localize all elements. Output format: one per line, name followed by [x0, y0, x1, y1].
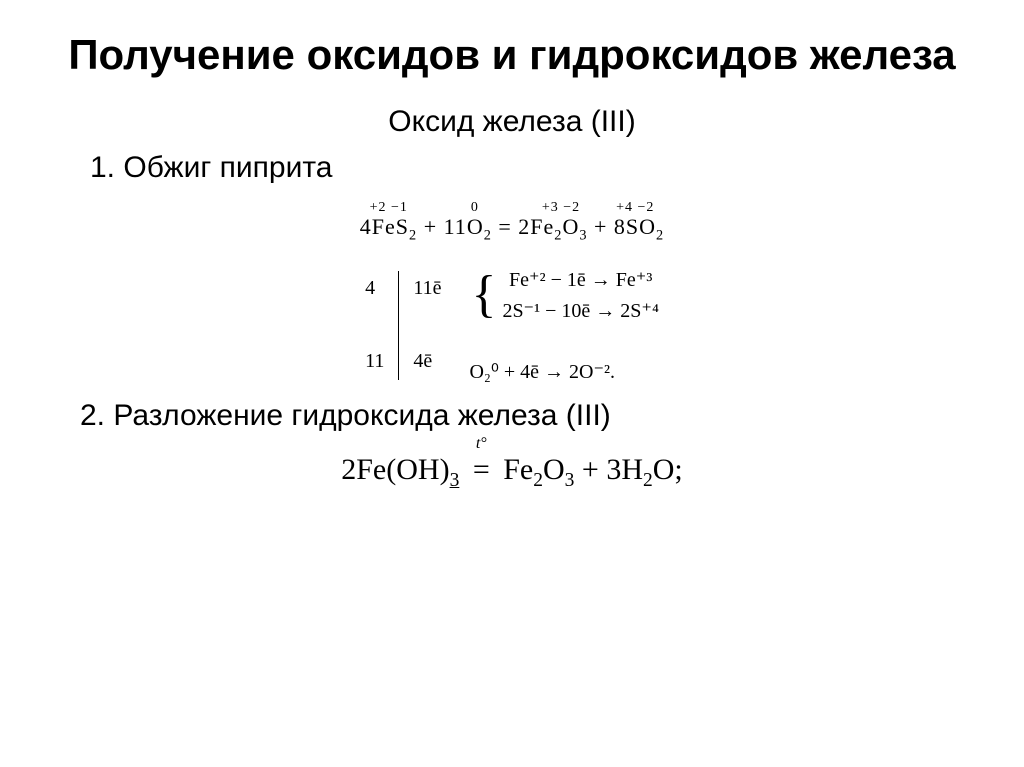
- element: Fe(OH): [356, 453, 449, 486]
- section-subtitle: Оксид железа (III): [60, 105, 964, 139]
- coef: 4: [360, 214, 372, 239]
- element: H: [621, 453, 643, 486]
- element: SO: [626, 214, 656, 239]
- list-item-1: 1. Обжиг пиприта: [60, 151, 964, 185]
- slide-page: Получение оксидов и гидроксидов железа О…: [0, 0, 1024, 512]
- balance-e: 11ē: [413, 277, 441, 300]
- item-number: 1.: [90, 151, 115, 184]
- subscript: 2: [484, 228, 492, 244]
- plus: +: [417, 214, 443, 239]
- balance-e: 4ē: [413, 350, 432, 373]
- equation-2: 2Fe(OH)3 = Fe2O3 + 3H2O;: [60, 453, 964, 492]
- subscript: 2: [643, 470, 653, 491]
- element: O: [543, 453, 565, 486]
- equation-1: 4FeS2 + 11O2 = 2Fe2O3 + 8SO2: [60, 214, 964, 244]
- element: O: [467, 214, 484, 239]
- brace-group: { Fe⁺² − 1ē → Fe⁺³ 2S⁻¹ − 10ē → 2S⁺⁴: [469, 267, 658, 323]
- subscript: 2: [409, 228, 417, 244]
- subscript: 3: [565, 470, 575, 491]
- half-reaction: 2S⁻¹ − 10ē → 2S⁺⁴: [502, 298, 658, 323]
- equals-with-temp: =: [467, 453, 496, 487]
- subscript: 2: [656, 228, 664, 244]
- item-text: Обжиг пиприта: [123, 151, 332, 184]
- page-title: Получение оксидов и гидроксидов железа: [60, 30, 964, 80]
- subscript: 3: [450, 470, 460, 491]
- plus: +: [582, 453, 606, 486]
- balance-col-right: { Fe⁺² − 1ē → Fe⁺³ 2S⁻¹ − 10ē → 2S⁺⁴ O₂⁰…: [455, 267, 672, 384]
- balance-col-left: 4 11: [351, 277, 398, 373]
- subscript: 2: [533, 470, 543, 491]
- element: FeS: [372, 214, 409, 239]
- element: O: [562, 214, 579, 239]
- electron-balance: 4 11 11ē 4ē { Fe⁺² − 1ē → Fe⁺³ 2S⁻¹ − 10…: [351, 267, 673, 384]
- coef: 2: [341, 453, 356, 486]
- coef: 8: [614, 214, 626, 239]
- balance-num: 4: [365, 277, 375, 300]
- equals: =: [492, 214, 518, 239]
- plus: +: [587, 214, 613, 239]
- element: O;: [653, 453, 683, 486]
- brace-icon: {: [471, 274, 496, 316]
- coef: 3: [606, 453, 621, 486]
- coef: 2: [518, 214, 530, 239]
- element: Fe: [503, 453, 533, 486]
- element: Fe: [530, 214, 554, 239]
- balance-col-mid: 11ē 4ē: [399, 277, 455, 373]
- list-item-2: 2. Разложение гидроксида железа (III): [60, 399, 964, 433]
- half-reaction: O₂⁰ + 4ē → 2O⁻².: [469, 359, 615, 384]
- half-reaction: Fe⁺² − 1ē → Fe⁺³: [502, 267, 658, 292]
- coef: 11: [444, 214, 467, 239]
- half-reactions-bottom: O₂⁰ + 4ē → 2O⁻².: [469, 359, 615, 384]
- half-reactions-top: Fe⁺² − 1ē → Fe⁺³ 2S⁻¹ − 10ē → 2S⁺⁴: [502, 267, 658, 323]
- balance-num: 11: [365, 350, 384, 373]
- equation-block-1: +2 −1 0 +3 −2 +4 −2 4FeS2 + 11O2 = 2Fe2O…: [60, 200, 964, 383]
